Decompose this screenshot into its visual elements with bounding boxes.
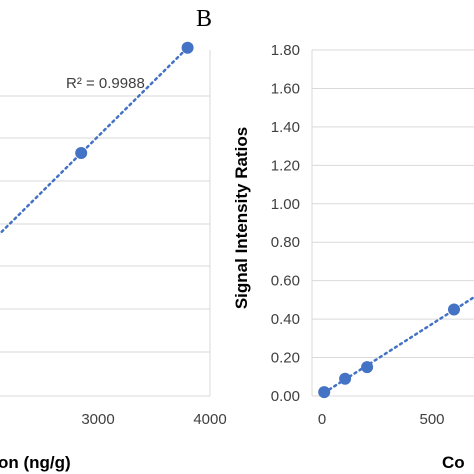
panel-label-b: B — [196, 6, 212, 32]
left-data-points — [75, 41, 194, 160]
right-x-tick-label: 500 — [419, 411, 444, 428]
right-y-tick-label: 1.60 — [271, 80, 300, 97]
right-y-tick-label: 1.80 — [271, 42, 300, 59]
right-x-tick-label: 0 — [318, 411, 326, 428]
right-y-tick-label: 0.40 — [271, 311, 300, 328]
left-chart: 030004000 R² = 0.9988 on (ng/g) — [0, 41, 227, 472]
right-y-axis-title: Signal Intensity Ratios — [232, 127, 251, 309]
right-y-tick-labels: 0.00 0.20 0.40 0.60 0.80 1.00 1.20 1.40 1.60 1.80 — [271, 42, 300, 405]
right-data-point — [318, 386, 331, 399]
right-x-tick-labels: 0 500 — [318, 411, 445, 428]
right-y-tick-label: 0.60 — [271, 273, 300, 290]
right-data-point — [339, 372, 352, 385]
left-data-point — [75, 147, 88, 160]
right-x-axis-title: Co — [442, 453, 465, 472]
left-x-tick-label: 4000 — [193, 411, 226, 428]
right-y-tick-label: 0.20 — [271, 350, 300, 367]
right-data-point — [448, 303, 460, 316]
left-data-point — [181, 41, 194, 54]
right-y-tick-label: 1.40 — [271, 119, 300, 136]
right-data-points — [318, 303, 460, 399]
left-r-squared-annotation: R² = 0.9988 — [66, 75, 145, 92]
left-gridlines — [0, 95, 210, 353]
right-y-tick-label: 1.20 — [271, 157, 300, 174]
right-y-tick-label: 0.00 — [271, 388, 300, 405]
right-data-point — [361, 361, 374, 374]
right-y-tick-label: 1.00 — [271, 196, 300, 213]
left-x-tick-labels: 030004000 — [81, 411, 226, 428]
left-x-axis-title: on (ng/g) — [0, 453, 71, 472]
right-y-tick-label: 0.80 — [271, 234, 300, 251]
right-gridlines — [311, 49, 474, 397]
right-chart: B 0.00 0.20 0.40 0.60 0.80 1.00 1.20 1.40 1.60 1.… — [196, 6, 474, 472]
left-x-tick-label: 3000 — [81, 411, 114, 428]
